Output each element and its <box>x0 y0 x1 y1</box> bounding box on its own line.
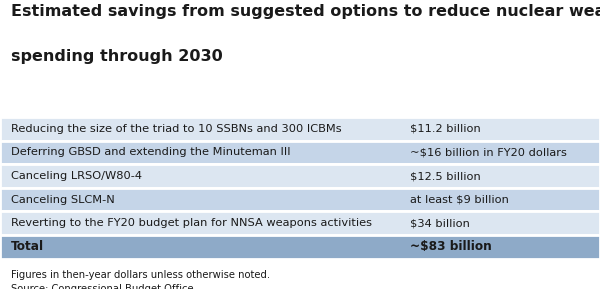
Text: Canceling SLCM-N: Canceling SLCM-N <box>11 195 115 205</box>
Text: ~$83 billion: ~$83 billion <box>410 240 491 253</box>
Text: Canceling LRSO/W80-4: Canceling LRSO/W80-4 <box>11 171 142 181</box>
Bar <box>0 141 600 164</box>
Text: Reverting to the FY20 budget plan for NNSA weapons activities: Reverting to the FY20 budget plan for NN… <box>11 218 372 228</box>
Text: $11.2 billion: $11.2 billion <box>410 124 481 134</box>
Text: $34 billion: $34 billion <box>410 218 470 228</box>
Text: $12.5 billion: $12.5 billion <box>410 171 481 181</box>
Text: Reducing the size of the triad to 10 SSBNs and 300 ICBMs: Reducing the size of the triad to 10 SSB… <box>11 124 341 134</box>
Text: Total: Total <box>11 240 44 253</box>
Text: Deferring GBSD and extending the Minuteman III: Deferring GBSD and extending the Minutem… <box>11 147 290 158</box>
Bar <box>0 188 600 212</box>
Bar <box>0 212 600 235</box>
Bar <box>0 235 600 259</box>
Bar <box>0 117 600 141</box>
Text: Figures in then-year dollars unless otherwise noted.
Source: Congressional Budge: Figures in then-year dollars unless othe… <box>11 270 270 289</box>
Bar <box>0 164 600 188</box>
Text: ~$16 billion in FY20 dollars: ~$16 billion in FY20 dollars <box>410 147 566 158</box>
Text: Estimated savings from suggested options to reduce nuclear weapons: Estimated savings from suggested options… <box>11 4 600 19</box>
Text: at least $9 billion: at least $9 billion <box>410 195 509 205</box>
Text: spending through 2030: spending through 2030 <box>11 49 223 64</box>
